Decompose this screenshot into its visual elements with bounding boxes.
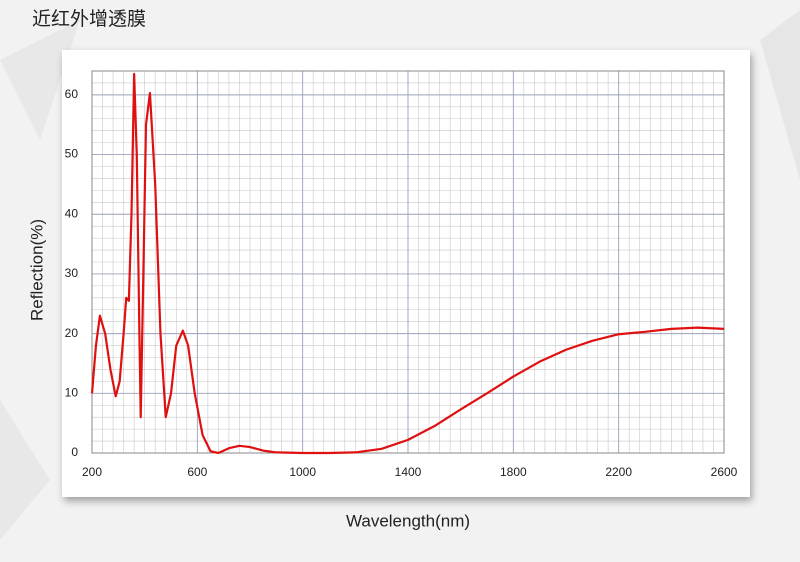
x-axis-label: Wavelength(nm) xyxy=(346,511,470,530)
y-tick-label: 40 xyxy=(65,206,79,220)
x-tick-label: 1400 xyxy=(395,465,422,479)
data-line xyxy=(90,72,725,455)
y-axis-label: Reflection(%) xyxy=(27,219,46,321)
y-tick-label: 60 xyxy=(65,87,79,101)
x-tick-label: 600 xyxy=(187,465,207,479)
y-tick-label: 30 xyxy=(65,266,79,280)
y-tick-label: 10 xyxy=(65,385,79,399)
x-tick-label: 2600 xyxy=(711,465,738,479)
x-tick-label: 2200 xyxy=(605,465,632,479)
plot-frame xyxy=(91,70,725,454)
y-tick-label: 20 xyxy=(65,326,79,340)
y-tick-label: 50 xyxy=(65,147,79,161)
x-tick-label: 1800 xyxy=(500,465,527,479)
x-tick-label: 200 xyxy=(82,465,102,479)
y-tick-label: 0 xyxy=(71,445,78,459)
bg-shape xyxy=(0,400,50,540)
x-tick-label: 1000 xyxy=(289,465,316,479)
chart-title: 近红外增透膜 xyxy=(32,8,146,30)
bg-shape xyxy=(0,20,80,140)
bg-shape xyxy=(760,10,800,180)
